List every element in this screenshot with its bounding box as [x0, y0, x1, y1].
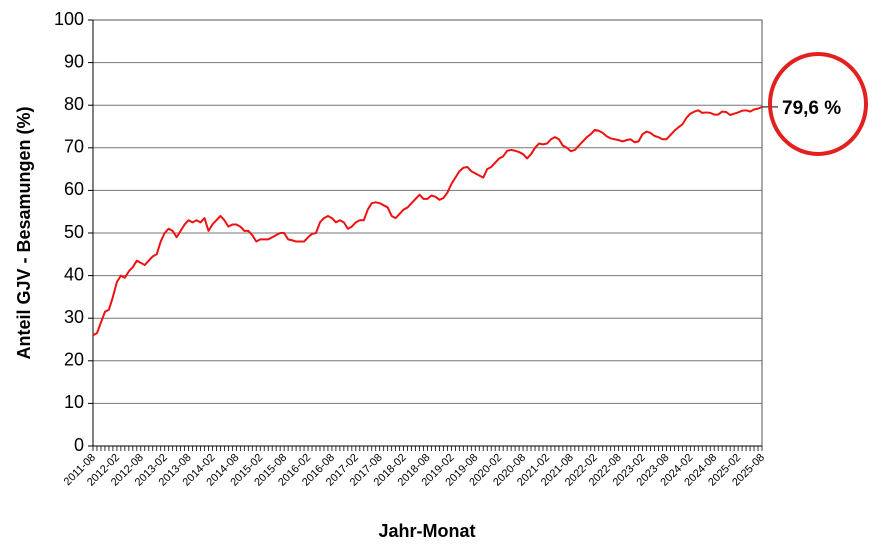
y-tick-label: 60 [64, 179, 84, 199]
y-tick-label: 90 [64, 51, 84, 71]
y-tick-label: 40 [64, 264, 84, 284]
annotation-circle [768, 52, 868, 156]
y-tick-label: 30 [64, 307, 84, 327]
x-axis-label: Jahr-Monat [378, 521, 475, 541]
y-axis-label: Anteil GJV - Besamungen (%) [14, 106, 34, 359]
y-tick-label: 70 [64, 137, 84, 157]
annotation: 79,6 % [782, 98, 841, 119]
y-tick-label: 0 [74, 435, 84, 455]
y-tick-label: 20 [64, 350, 84, 370]
y-tick-label: 100 [54, 9, 84, 29]
y-tick-label: 10 [64, 392, 84, 412]
y-tick-label: 80 [64, 94, 84, 114]
data-line [92, 105, 763, 337]
y-tick-label: 50 [64, 222, 84, 242]
